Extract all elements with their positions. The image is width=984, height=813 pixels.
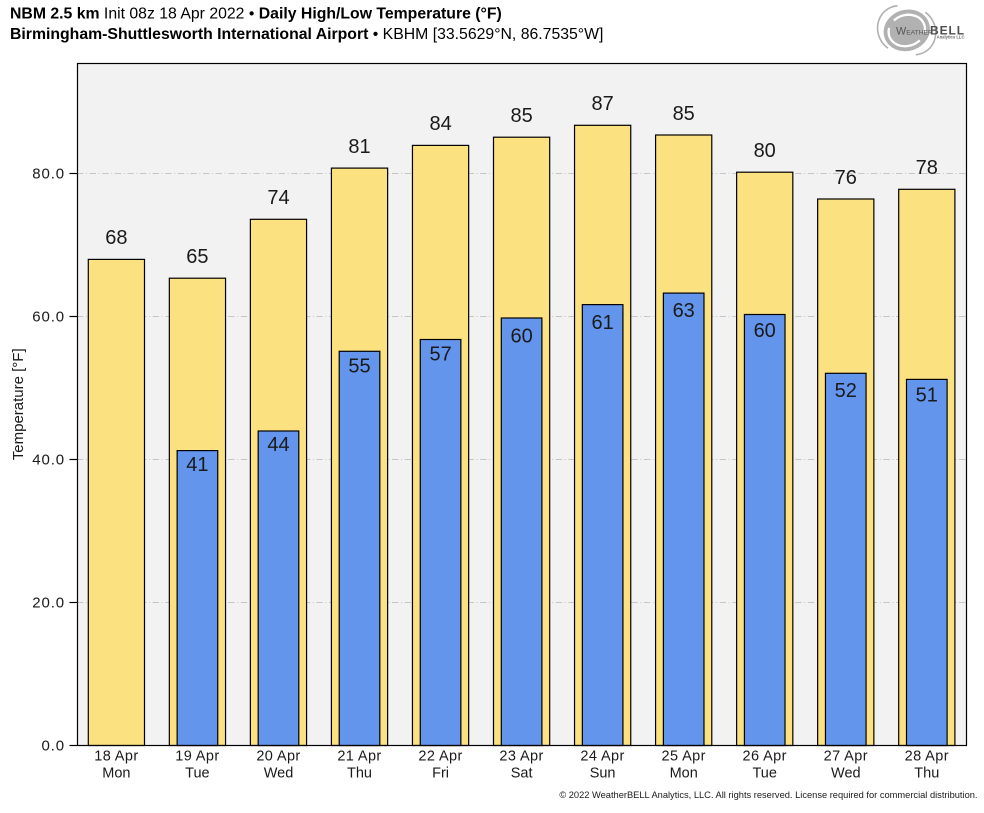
svg-text:60.0: 60.0 <box>32 309 65 326</box>
svg-text:63: 63 <box>673 300 695 322</box>
svg-text:68: 68 <box>105 227 127 249</box>
svg-text:0.0: 0.0 <box>41 738 65 755</box>
svg-text:Mon: Mon <box>670 766 698 782</box>
svg-text:BELL: BELL <box>930 23 965 37</box>
svg-text:60: 60 <box>754 320 776 342</box>
svg-text:80: 80 <box>754 140 776 162</box>
svg-text:76: 76 <box>835 167 857 189</box>
svg-text:84: 84 <box>429 113 451 135</box>
svg-text:87: 87 <box>591 93 613 115</box>
svg-text:57: 57 <box>429 344 451 366</box>
svg-text:Thu: Thu <box>914 766 939 782</box>
svg-text:20.0: 20.0 <box>32 595 65 612</box>
svg-text:19 Apr: 19 Apr <box>175 749 219 765</box>
svg-text:81: 81 <box>348 136 370 158</box>
svg-text:Sat: Sat <box>511 766 533 782</box>
svg-text:Analytics LLC: Analytics LLC <box>937 35 965 40</box>
svg-text:85: 85 <box>510 105 532 127</box>
svg-text:51: 51 <box>916 384 938 406</box>
svg-text:78: 78 <box>916 157 938 179</box>
svg-text:21 Apr: 21 Apr <box>337 749 381 765</box>
svg-text:44: 44 <box>267 434 289 456</box>
svg-text:WEATHER: WEATHER <box>896 25 933 37</box>
svg-text:26 Apr: 26 Apr <box>743 749 787 765</box>
svg-text:NBM 2.5 km Init 08z 18 Apr 202: NBM 2.5 km Init 08z 18 Apr 2022 • Daily … <box>10 6 502 23</box>
svg-text:40.0: 40.0 <box>32 452 65 469</box>
svg-text:20 Apr: 20 Apr <box>256 749 300 765</box>
svg-text:61: 61 <box>591 312 613 334</box>
svg-text:Wed: Wed <box>264 766 294 782</box>
svg-text:60: 60 <box>510 326 532 348</box>
svg-text:41: 41 <box>186 454 208 476</box>
svg-text:Mon: Mon <box>102 766 130 782</box>
svg-text:Tue: Tue <box>185 766 209 782</box>
svg-text:Temperature [°F]: Temperature [°F] <box>10 348 27 460</box>
svg-text:Fri: Fri <box>432 766 449 782</box>
svg-text:80.0: 80.0 <box>32 166 65 183</box>
svg-text:Tue: Tue <box>752 766 776 782</box>
svg-text:24 Apr: 24 Apr <box>580 749 624 765</box>
svg-text:© 2022 WeatherBELL Analytics,: © 2022 WeatherBELL Analytics, LLC. All r… <box>559 790 977 800</box>
svg-text:Sun: Sun <box>590 766 616 782</box>
svg-text:Wed: Wed <box>831 766 861 782</box>
svg-text:85: 85 <box>673 103 695 125</box>
svg-text:Birmingham-Shuttlesworth Inter: Birmingham-Shuttlesworth International A… <box>10 26 603 43</box>
svg-text:28 Apr: 28 Apr <box>905 749 949 765</box>
svg-text:22 Apr: 22 Apr <box>418 749 462 765</box>
svg-text:18 Apr: 18 Apr <box>94 749 138 765</box>
svg-text:52: 52 <box>835 380 857 402</box>
svg-text:65: 65 <box>186 246 208 268</box>
svg-text:27 Apr: 27 Apr <box>824 749 868 765</box>
svg-text:23 Apr: 23 Apr <box>499 749 543 765</box>
svg-text:25 Apr: 25 Apr <box>662 749 706 765</box>
svg-text:74: 74 <box>267 187 289 209</box>
svg-text:Thu: Thu <box>347 766 372 782</box>
svg-text:55: 55 <box>348 355 370 377</box>
